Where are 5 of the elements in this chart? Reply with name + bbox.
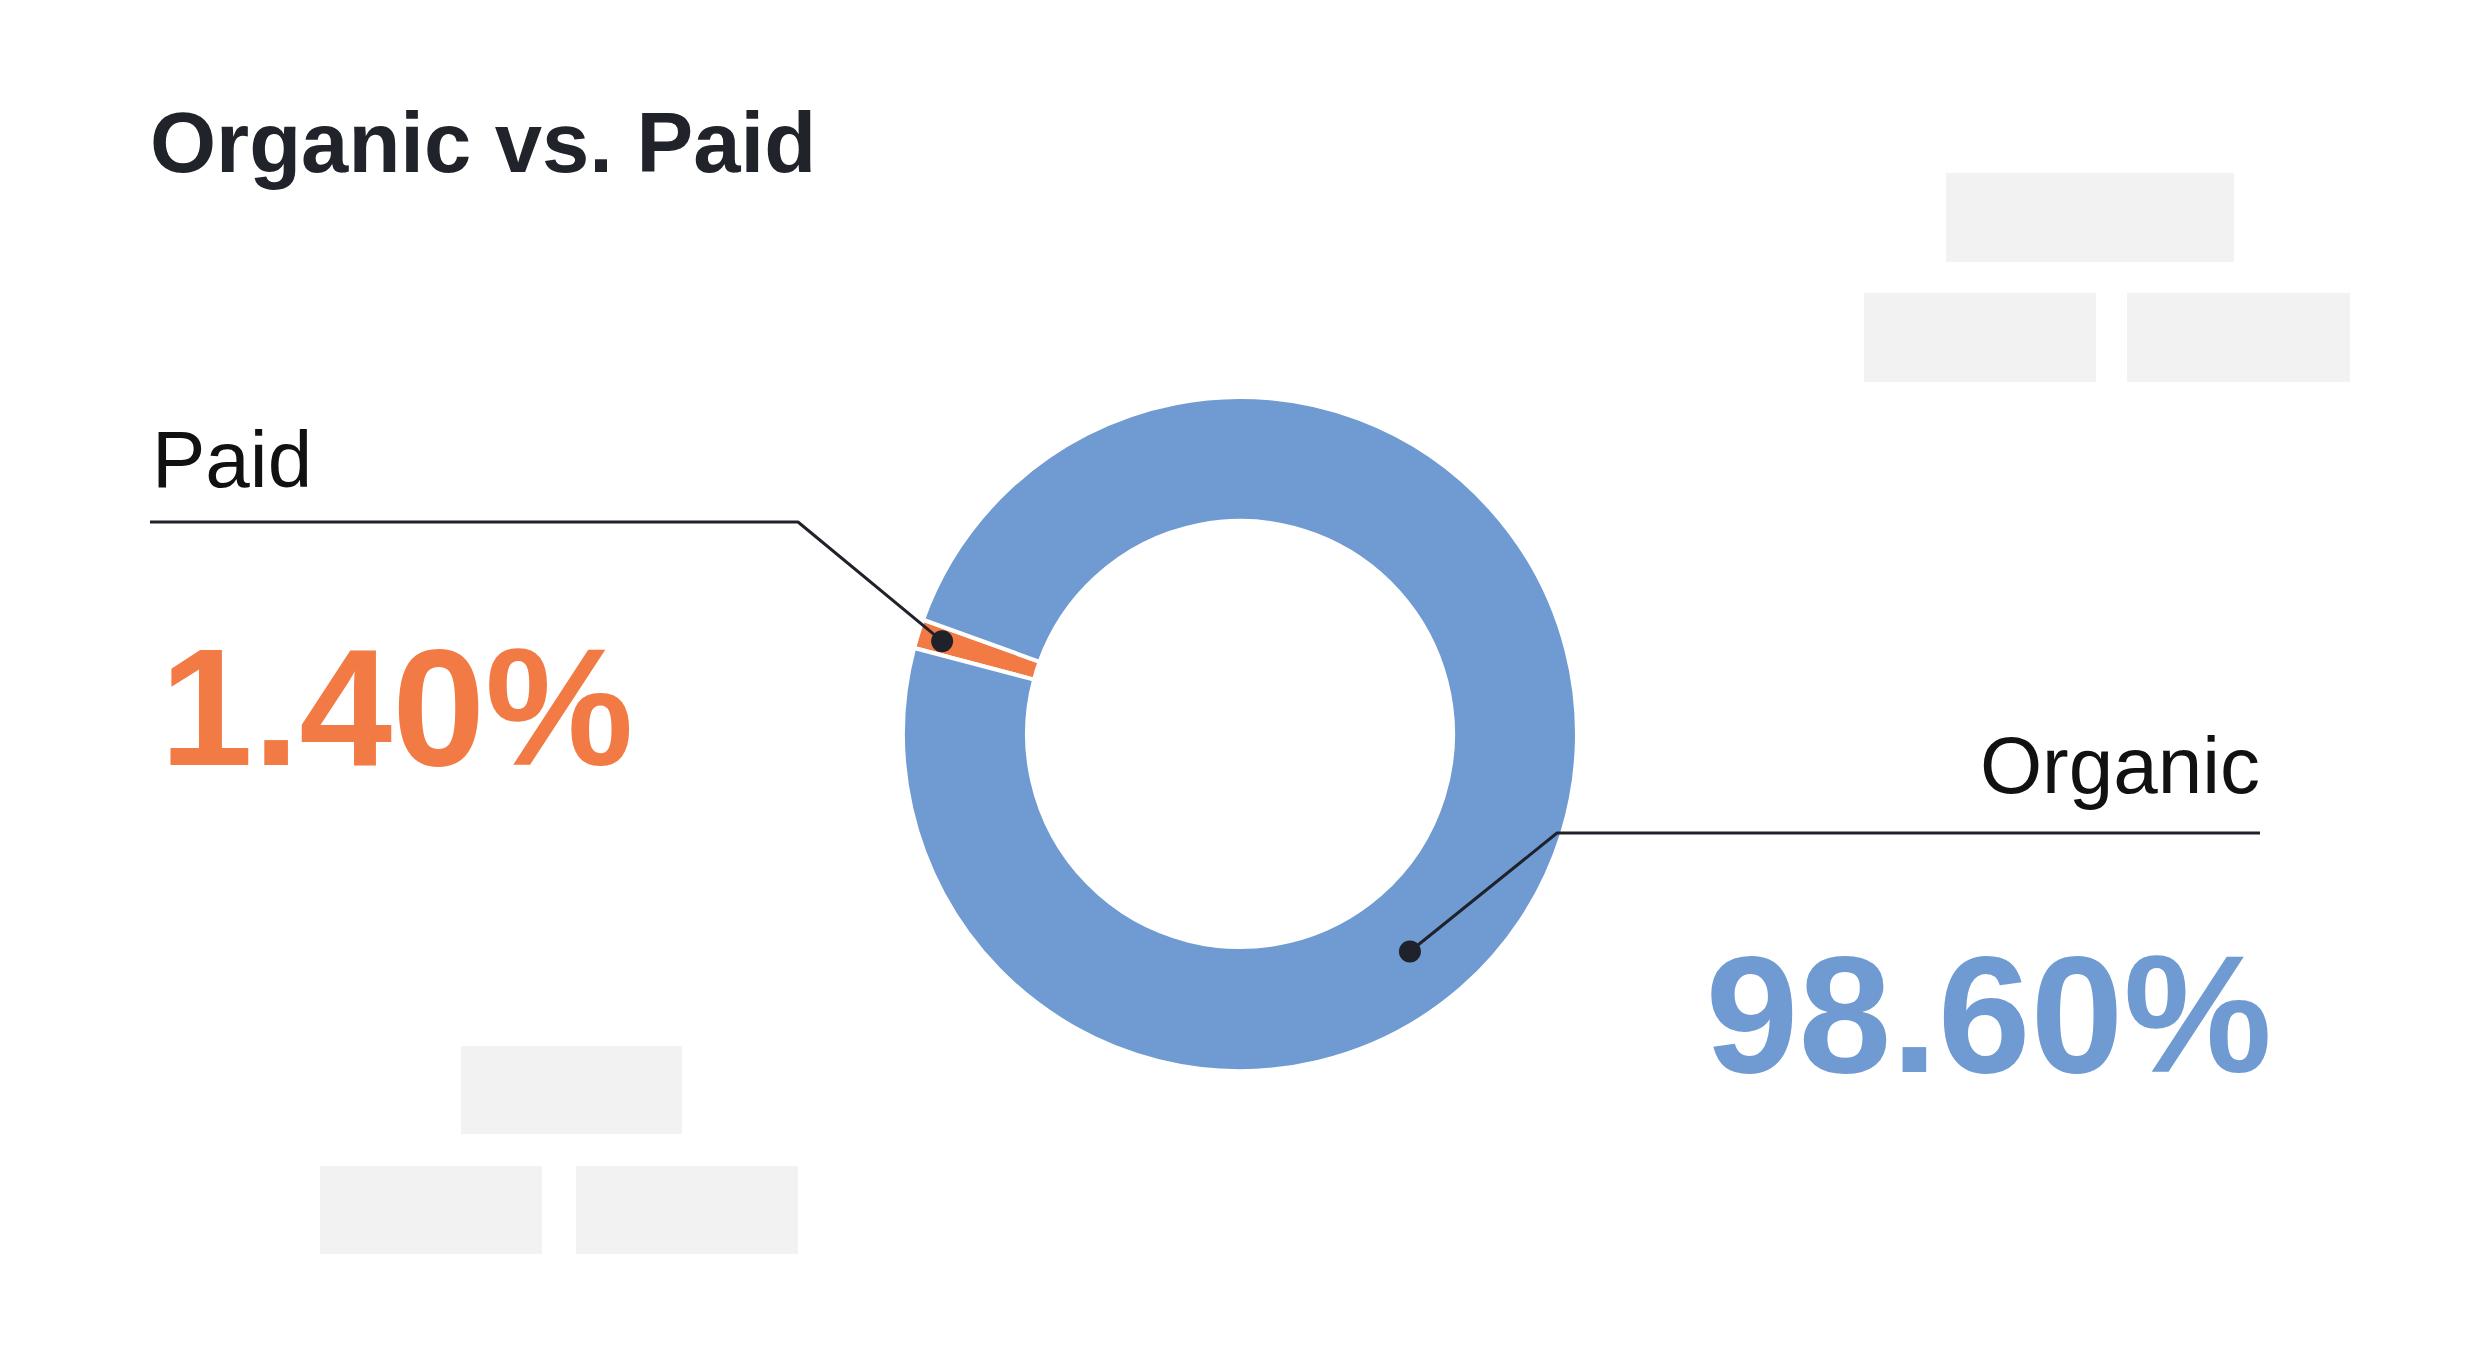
slice-label: Organic: [1979, 721, 2260, 810]
chart-title: Organic vs. Paid: [150, 95, 817, 190]
slice-label: Paid: [152, 415, 313, 504]
data-label: 98.60%: [1705, 921, 2272, 1107]
data-label: 1.40%: [160, 614, 634, 800]
